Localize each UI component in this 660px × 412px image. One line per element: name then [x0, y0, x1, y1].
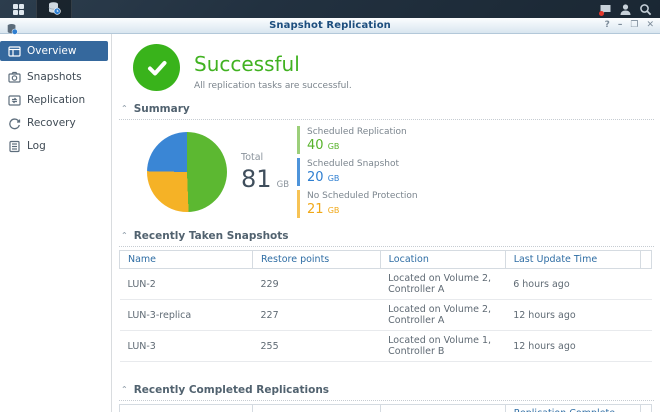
replications-section: ⌃ Recently Completed Replications Source… [119, 384, 654, 412]
column-header-spacer [641, 405, 652, 412]
sidebar: Overview Snapshots Replication Recovery … [0, 34, 112, 412]
table-cell-spacer [641, 331, 652, 362]
desktop-taskbar [0, 0, 660, 18]
column-header[interactable]: Location [380, 251, 505, 269]
section-title: Recently Taken Snapshots [134, 230, 289, 242]
sidebar-item-snapshots[interactable]: Snapshots [0, 68, 108, 86]
sidebar-item-label: Overview [27, 45, 76, 57]
column-header[interactable]: Source Server [120, 405, 253, 412]
table-cell: 229 [253, 269, 381, 300]
snapshots-table: NameRestore pointsLocationLast Update Ti… [119, 250, 652, 362]
window-titlebar[interactable]: Snapshot Replication ? – ❐ ✕ [0, 18, 660, 34]
main-content: Successful All replication tasks are suc… [112, 34, 660, 412]
pie-legend: Scheduled Replication 40 GB Scheduled Sn… [297, 126, 418, 218]
sidebar-item-log[interactable]: Log [0, 137, 108, 155]
help-button[interactable]: ? [605, 21, 610, 30]
sidebar-item-label: Replication [27, 94, 85, 106]
sidebar-item-overview[interactable]: Overview [0, 41, 108, 61]
table-cell: 12 hours ago [505, 331, 641, 362]
table-header-row: Source ServerDestination ServerSnapshot … [120, 405, 652, 412]
total-block: Total 81 GB [241, 152, 297, 193]
table-cell: Located on Volume 2, Controller A [380, 300, 505, 331]
replications-table: Source ServerDestination ServerSnapshot … [119, 404, 652, 412]
sidebar-item-label: Recovery [27, 117, 76, 129]
table-cell: 12 hours ago [505, 300, 641, 331]
column-header-spacer [641, 251, 652, 269]
column-header[interactable]: Restore points [253, 251, 381, 269]
maximize-button[interactable]: ❐ [630, 21, 638, 30]
section-divider [119, 119, 654, 120]
section-title: Summary [134, 103, 190, 115]
summary-section-header[interactable]: ⌃ Summary [119, 103, 654, 115]
column-header[interactable]: Name [120, 251, 253, 269]
window-title: Snapshot Replication [0, 20, 660, 31]
table-cell: LUN-3-replica [120, 300, 253, 331]
sidebar-item-label: Snapshots [27, 71, 82, 83]
legend-item: Scheduled Replication 40 GB [297, 126, 418, 154]
table-cell: 255 [253, 331, 381, 362]
protection-pie-chart [147, 132, 227, 212]
table-cell: LUN-3 [120, 331, 253, 362]
total-value: 81 [241, 165, 272, 193]
sidebar-item-replication[interactable]: Replication [0, 91, 108, 109]
table-cell: 6 hours ago [505, 269, 641, 300]
status-title: Successful [194, 52, 352, 76]
total-unit: GB [277, 180, 289, 190]
table-row[interactable]: LUN-3255Located on Volume 1, Controller … [120, 331, 652, 362]
main-menu-icon [13, 4, 24, 15]
section-title: Recently Completed Replications [134, 384, 329, 396]
column-header[interactable]: Last Update Time [505, 251, 641, 269]
table-cell: Located on Volume 2, Controller A [380, 269, 505, 300]
minimize-button[interactable]: – [618, 21, 623, 30]
snapshot-replication-taskbar-button[interactable] [36, 0, 72, 18]
column-header[interactable]: Snapshot Taken Time [380, 405, 505, 412]
table-cell: 227 [253, 300, 381, 331]
section-divider [119, 400, 654, 401]
database-app-icon [47, 0, 61, 19]
success-check-icon [133, 44, 180, 91]
notification-badge [599, 11, 604, 16]
search-icon[interactable] [639, 3, 652, 16]
close-button[interactable]: ✕ [646, 21, 654, 30]
system-tray [599, 3, 660, 16]
snapshots-section: ⌃ Recently Taken Snapshots NameRestore p… [119, 230, 654, 362]
collapse-caret-icon: ⌃ [121, 231, 128, 240]
column-header[interactable]: Replication Complete Time [505, 405, 641, 412]
sidebar-item-recovery[interactable]: Recovery [0, 114, 108, 132]
table-cell-spacer [641, 300, 652, 331]
table-row[interactable]: LUN-2229Located on Volume 2, Controller … [120, 269, 652, 300]
legend-item: Scheduled Snapshot 20 GB [297, 158, 418, 186]
collapse-caret-icon: ⌃ [121, 104, 128, 113]
sidebar-item-label: Log [27, 140, 46, 152]
legend-item: No Scheduled Protection 21 GB [297, 190, 418, 218]
main-menu-button[interactable] [0, 0, 36, 18]
replications-section-header[interactable]: ⌃ Recently Completed Replications [119, 384, 654, 396]
collapse-caret-icon: ⌃ [121, 385, 128, 394]
section-divider [119, 246, 654, 247]
snapshots-section-header[interactable]: ⌃ Recently Taken Snapshots [119, 230, 654, 242]
user-icon[interactable] [619, 3, 632, 16]
table-header-row: NameRestore pointsLocationLast Update Ti… [120, 251, 652, 269]
total-label: Total [241, 152, 297, 163]
table-cell: LUN-2 [120, 269, 253, 300]
notifications-icon[interactable] [599, 3, 612, 16]
table-row[interactable]: LUN-3-replica227Located on Volume 2, Con… [120, 300, 652, 331]
screen: Snapshot Replication ? – ❐ ✕ Overview Sn… [0, 0, 660, 412]
table-cell: Located on Volume 1, Controller B [380, 331, 505, 362]
table-cell-spacer [641, 269, 652, 300]
status-hero: Successful All replication tasks are suc… [133, 44, 654, 91]
column-header[interactable]: Destination Server [253, 405, 381, 412]
summary-section: ⌃ Summary Total 81 GB Sche [119, 103, 654, 218]
status-subtitle: All replication tasks are successful. [194, 81, 352, 91]
